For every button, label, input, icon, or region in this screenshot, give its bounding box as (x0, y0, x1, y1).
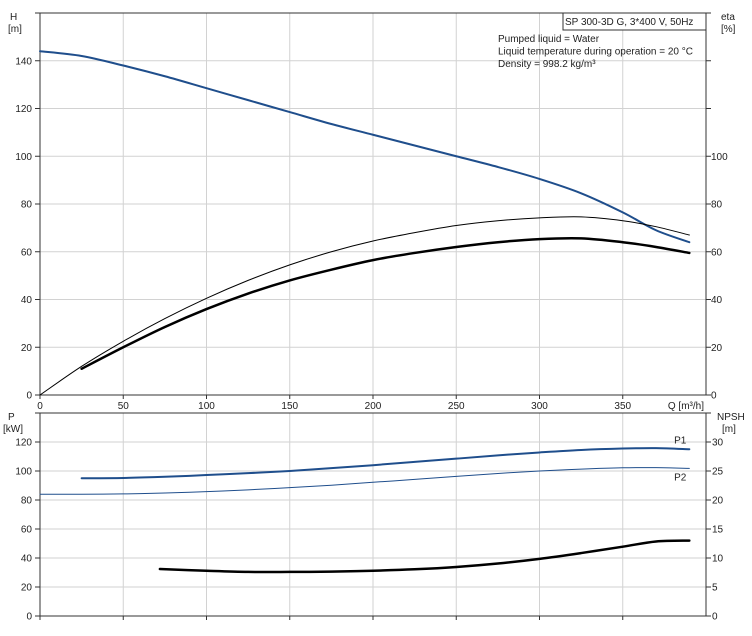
y-tick-label-right-top: 0 (711, 391, 717, 402)
title-box (562, 12, 707, 31)
y-tick-label-right-top: 80 (711, 200, 723, 211)
y-tick-label-right-bottom: 30 (712, 438, 724, 449)
y-tick-label-right-top: 20 (711, 343, 723, 354)
x-tick-label: 150 (281, 401, 298, 412)
y-tick-label-left-top: 40 (21, 295, 33, 306)
series-eta_thick (80, 236, 691, 370)
y-tick-label-right-bottom: 25 (712, 467, 724, 478)
series-P2 (39, 467, 690, 495)
y-tick-label-left-top: 0 (26, 391, 32, 402)
y-tick-label-left-bottom: 120 (15, 438, 32, 449)
y-axis-unit-right-top: [%] (721, 24, 736, 35)
y-tick-label-left-top: 20 (21, 343, 33, 354)
y-axis-label-left-top: H (10, 12, 17, 23)
series-H (39, 50, 691, 244)
y-tick-label-right-top: 40 (711, 295, 723, 306)
chart-title: SP 300-3D G, 3*400 V, 50Hz (565, 17, 693, 28)
series-NPSH (158, 539, 691, 574)
y-tick-label-left-bottom: 20 (21, 583, 33, 594)
y-axis-unit-left-bottom: [kW] (3, 424, 23, 435)
y-tick-label-right-bottom: 0 (712, 612, 718, 623)
y-tick-label-left-bottom: 80 (21, 496, 33, 507)
x-tick-label: 300 (531, 401, 548, 412)
x-tick-label: 350 (614, 401, 631, 412)
y-tick-label-right-top: 100 (711, 152, 728, 163)
y-axis-unit-left-top: [m] (8, 24, 22, 35)
y-tick-label-right-bottom: 20 (712, 496, 724, 507)
y-tick-label-right-bottom: 15 (712, 525, 724, 536)
y-tick-label-left-bottom: 60 (21, 525, 33, 536)
series-P1 (80, 447, 691, 480)
y-tick-label-left-bottom: 0 (26, 612, 32, 623)
y-tick-label-right-top: 60 (711, 247, 723, 258)
annotation-1: Pumped liquid = Water (498, 34, 600, 45)
annotation-3: Density = 998.2 kg/m³ (498, 59, 596, 70)
x-tick-label: 0 (37, 401, 43, 412)
y-tick-label-left-top: 60 (21, 247, 33, 258)
y-tick-label-left-bottom: 100 (15, 467, 32, 478)
x-tick-label: 100 (198, 401, 215, 412)
x-axis-label: Q [m³/h] (668, 401, 704, 412)
y-tick-label-left-top: 140 (15, 56, 32, 67)
series-eta_thin (39, 216, 690, 396)
x-tick-label: 50 (118, 401, 130, 412)
x-tick-label: 250 (448, 401, 465, 412)
y-axis-label-right-top: eta (721, 12, 735, 23)
y-axis-unit-right-bottom: [m] (722, 424, 736, 435)
y-tick-label-right-bottom: 10 (712, 554, 724, 565)
y-tick-label-left-bottom: 40 (21, 554, 33, 565)
y-tick-label-left-top: 100 (15, 152, 32, 163)
y-tick-label-left-top: 80 (21, 200, 33, 211)
y-tick-label-left-top: 120 (15, 104, 32, 115)
series-label-P2: P2 (674, 472, 687, 483)
y-axis-label-right-bottom: NPSH (717, 412, 745, 423)
y-axis-label-left-bottom: P (8, 412, 15, 423)
y-tick-label-right-bottom: 5 (712, 583, 718, 594)
series-label-P1: P1 (674, 435, 687, 446)
annotation-2: Liquid temperature during operation = 20… (498, 47, 693, 58)
x-tick-label: 200 (365, 401, 382, 412)
